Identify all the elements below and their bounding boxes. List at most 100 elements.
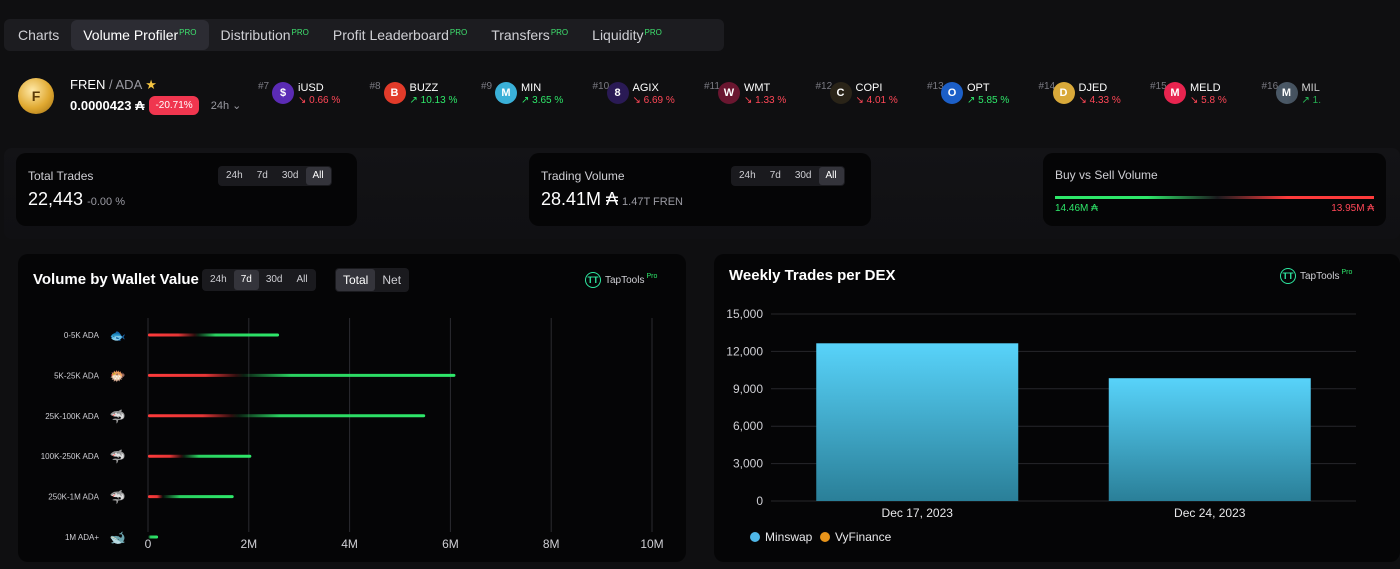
y-category-label: 100K-250K ADA xyxy=(41,452,100,461)
period-7d[interactable]: 7d xyxy=(769,170,781,181)
legend-label: VyFinance xyxy=(835,530,892,544)
x-tick-label: 10M xyxy=(640,537,663,551)
brand-name: TapTools xyxy=(605,274,645,286)
tab-profit-leaderboard[interactable]: Profit Leaderboard PRO xyxy=(321,20,479,50)
sell-volume-bar xyxy=(148,454,185,458)
pro-badge: PRO xyxy=(550,27,569,37)
ticker-rank: #11 xyxy=(704,81,720,92)
ticker-change: ↗ 10.13 % xyxy=(409,95,458,106)
ticker-rank: #7 xyxy=(258,81,270,92)
y-category-label: 0-5K ADA xyxy=(64,331,100,340)
tab-volume-profiler[interactable]: Volume Profiler PRO xyxy=(71,20,209,50)
trading-volume-value: 28.41M ₳ xyxy=(541,189,619,209)
x-tick-label: 4M xyxy=(341,537,358,551)
y-tick-label: 0 xyxy=(756,494,763,508)
period-7d[interactable]: 7d xyxy=(233,270,259,290)
ticker-name: MELD xyxy=(1190,82,1221,94)
buy-volume-bar xyxy=(194,333,280,337)
panel-title: Weekly Trades per DEX xyxy=(729,267,896,284)
mode-total[interactable]: Total xyxy=(336,269,376,291)
favorite-star-icon[interactable]: ★ xyxy=(145,77,157,92)
period-all[interactable]: All xyxy=(305,167,331,185)
mil-token-icon: M xyxy=(1275,82,1298,104)
total-trades-period-selector: 24h 7d 30d All xyxy=(218,166,332,186)
price-change-badge: -20.71% xyxy=(149,96,199,115)
ticker-change: ↘ 5.8 % xyxy=(1190,95,1227,106)
djed-token-icon: D xyxy=(1052,82,1075,104)
ticker-name: OPT xyxy=(967,82,990,94)
ticker-change: ↘ 4.01 % xyxy=(855,95,898,106)
ticker-change: ↗ 3.65 % xyxy=(521,95,564,106)
tab-transfers[interactable]: Transfers PRO xyxy=(479,20,580,50)
wallet-period-selector: 24h 7d 30d All xyxy=(202,269,316,291)
y-tick-label: 12,000 xyxy=(726,344,763,358)
taptools-brand: TT TapTools Pro xyxy=(585,272,657,288)
period-all[interactable]: All xyxy=(818,167,844,185)
copi-token-icon: C xyxy=(829,82,852,104)
ticker-name: COPI xyxy=(855,82,883,94)
x-tick-label: 8M xyxy=(543,537,560,551)
ticker-name: WMT xyxy=(744,82,771,94)
taptools-logo-icon: TT xyxy=(585,272,601,288)
token-info: FREN / ADA ★ 0.0000423 ₳ -20.71% 24h ⌄ xyxy=(70,77,241,115)
legend-swatch xyxy=(750,532,760,542)
ticker-rank: #16 xyxy=(1261,81,1279,92)
pro-badge: PRO xyxy=(291,27,309,37)
tab-charts[interactable]: Charts xyxy=(6,20,71,50)
buy-sell-card: Buy vs Sell Volume 14.46M ₳ 13.95M ₳ xyxy=(1043,153,1386,226)
legend-swatch xyxy=(820,532,830,542)
total-trades-change: -0.00 % xyxy=(87,196,125,208)
ticker-name: iUSD xyxy=(298,82,324,94)
panel-title: Volume by Wallet Value xyxy=(33,271,199,288)
x-tick-label: Dec 17, 2023 xyxy=(882,506,954,520)
sell-volume-bar xyxy=(148,373,244,377)
ticker-name: AGIX xyxy=(632,82,659,94)
token-logo-text: F xyxy=(31,88,41,104)
period-30d[interactable]: 30d xyxy=(794,170,812,181)
period-24h[interactable]: 24h xyxy=(226,170,243,181)
y-tick-label: 3,000 xyxy=(733,457,763,471)
y-category-label: 5K-25K ADA xyxy=(54,371,100,380)
trading-volume-card: Trading Volume 28.41M ₳ 1.47T FREN 24h 7d… xyxy=(529,153,871,226)
period-30d[interactable]: 30d xyxy=(265,274,283,285)
taptools-brand: TT TapTools Pro xyxy=(1280,268,1352,284)
taptools-logo-icon: TT xyxy=(1280,268,1296,284)
tab-distribution[interactable]: Distribution PRO xyxy=(209,20,321,50)
ticker-name: MIN xyxy=(521,82,542,94)
wallet-mode-selector: Total Net xyxy=(335,268,410,292)
total-trades-value: 22,443 xyxy=(28,189,84,209)
tab-label: Liquidity xyxy=(592,27,644,43)
buy-sell-ratio-bar xyxy=(1055,196,1374,199)
ticker-rank: #9 xyxy=(481,81,493,92)
y-category-label: 25K-100K ADA xyxy=(45,412,99,421)
mode-net[interactable]: Net xyxy=(382,273,402,287)
ticker-name: MIL xyxy=(1301,82,1320,94)
tab-liquidity[interactable]: Liquidity PRO xyxy=(580,20,674,50)
trading-volume-period-selector: 24h 7d 30d All xyxy=(731,166,845,186)
buy-volume-bar xyxy=(231,414,426,418)
token-header: F FREN / ADA ★ 0.0000423 ₳ -20.71% 24h ⌄ xyxy=(18,77,241,115)
ticker-rank: #10 xyxy=(592,81,610,92)
y-tick-label: 15,000 xyxy=(726,307,763,321)
wallet-volume-chart: 0 2M 4M 6M 8M 10M 0-5K ADA 🐟 5K-25K ADA 🐡 25K-100K… xyxy=(41,318,664,551)
x-tick-label: 2M xyxy=(240,537,257,551)
ticker-change: ↘ 4.33 % xyxy=(1078,95,1121,106)
period-24h[interactable]: 24h xyxy=(210,274,227,285)
timeframe-select[interactable]: 24h ⌄ xyxy=(210,100,242,112)
wallet-tier-icon: 🦈 xyxy=(110,490,126,505)
pro-badge: PRO xyxy=(449,27,468,37)
period-24h[interactable]: 24h xyxy=(739,170,756,181)
period-all[interactable]: All xyxy=(296,274,308,285)
wallet-tier-icon: 🦈 xyxy=(110,449,126,464)
ticker-rank: #8 xyxy=(369,81,381,92)
wallet-tier-icon: 🐋 xyxy=(110,530,126,545)
ticker-rank: #13 xyxy=(927,81,944,92)
x-tick-label: 6M xyxy=(442,537,459,551)
ticker-name: BUZZ xyxy=(409,82,439,94)
brand-pro: Pro xyxy=(646,272,658,280)
pro-badge: PRO xyxy=(644,27,662,37)
token-price: 0.0000423 ₳ xyxy=(70,98,145,113)
period-30d[interactable]: 30d xyxy=(281,170,299,181)
wallet-tier-icon: 🐟 xyxy=(110,328,126,343)
period-7d[interactable]: 7d xyxy=(256,170,268,181)
